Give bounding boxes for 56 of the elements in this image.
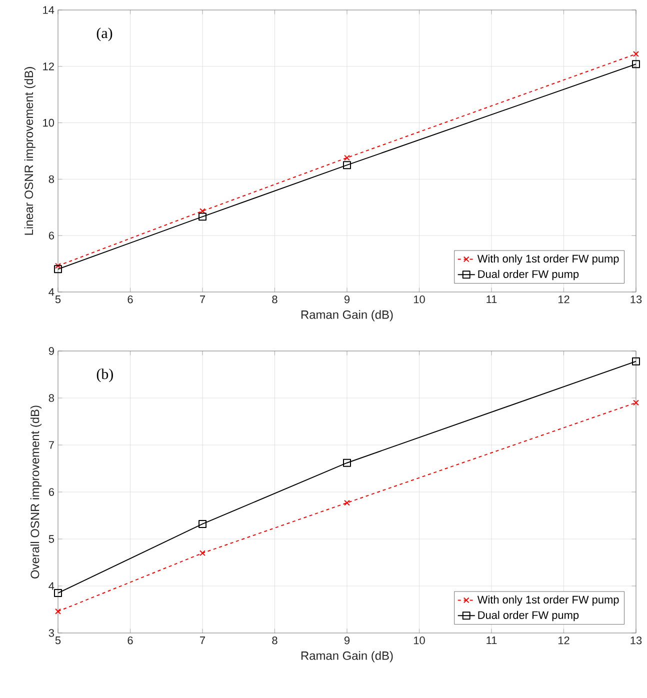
x-tick-label: 10 [414,636,425,644]
y-tick-label: 5 [48,535,54,543]
x-axis-title: Raman Gain (dB) [301,651,393,662]
x-tick-label: 6 [128,636,133,644]
x-tick-label: 12 [558,296,570,304]
point [344,500,350,506]
x-axis-title: Raman Gain (dB) [301,310,393,322]
point [633,400,639,406]
x-tick-label: 10 [414,296,425,304]
x-tick-label: 5 [55,636,61,644]
point [343,161,351,170]
y-axis-title: Linear OSNR improvement (dB) [24,67,36,235]
y-tick-label: 6 [48,488,54,496]
y-tick-label: 3 [48,629,54,637]
point [344,154,350,161]
point [55,608,61,614]
y-tick-label: 12 [43,62,54,70]
point [198,212,206,221]
point [633,51,639,57]
point [54,265,62,274]
point [198,520,206,528]
legend-label: Dual order FW pump [478,610,579,622]
legend-label: Dual order FW pump [478,270,579,280]
y-axis-title: Overall OSNR improvement (dB) [30,406,42,578]
legend-label: With only 1st order FW pump [477,254,619,265]
y-tick-label: 14 [43,6,54,14]
y-tick-label: 8 [48,175,54,184]
point [55,262,61,269]
legend-label: With only 1st order FW pump [477,596,619,606]
y-tick-label: 6 [48,232,54,240]
y-tick-label: 8 [48,394,54,402]
x-tick-label: 8 [272,296,278,304]
annotation: (a) [96,28,112,42]
point [632,60,640,68]
x-tick-label: 7 [200,636,205,644]
x-tick-label: 8 [272,636,278,644]
x-tick-label: 13 [630,296,642,304]
x-tick-label: 12 [558,636,570,644]
x-tick-label: 11 [486,636,497,644]
x-tick-label: 9 [344,296,350,304]
annotation: (b) [96,368,113,382]
x-tick-label: 5 [55,296,61,304]
y-tick-label: 4 [48,582,54,590]
y-tick-label: 4 [48,288,54,296]
x-tick-label: 7 [200,296,205,304]
x-tick-label: 9 [344,636,350,644]
x-tick-label: 6 [128,296,133,304]
point [632,357,640,366]
point [54,589,62,598]
y-tick-label: 10 [43,118,54,127]
y-tick-label: 7 [48,441,54,449]
point [200,550,206,556]
y-tick-label: 9 [48,347,54,355]
x-tick-label: 11 [486,296,497,304]
point [343,458,351,467]
x-tick-label: 13 [630,636,642,644]
